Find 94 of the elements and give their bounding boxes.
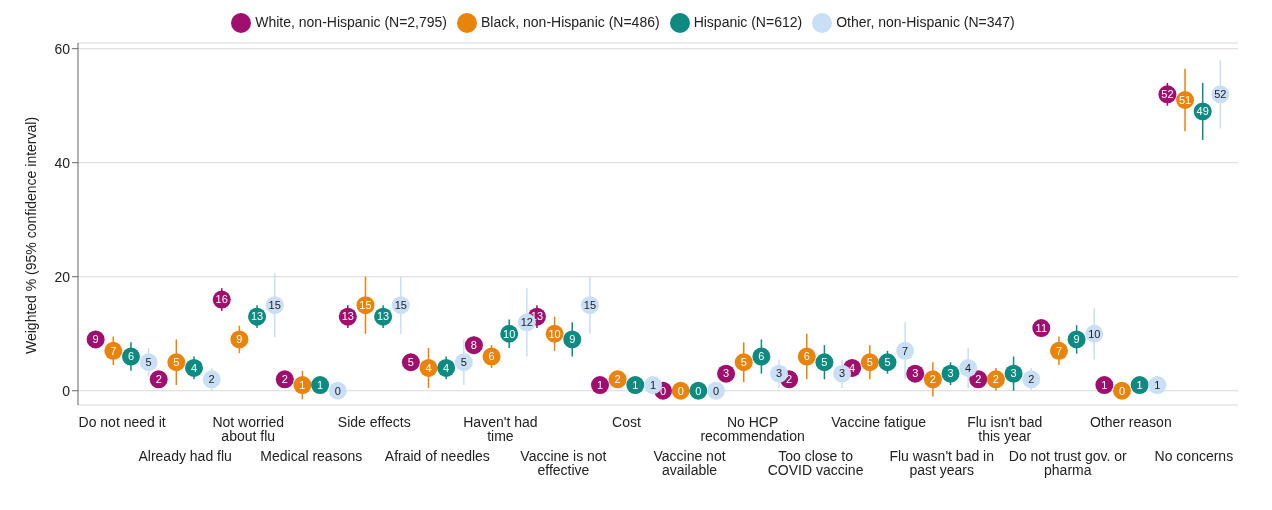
data-label: 4 [425,361,432,374]
x-tick-label: Too close to COVID vaccine [767,447,864,478]
data-label: 7 [1055,344,1063,357]
data-label: 5 [740,356,747,369]
x-tick-label: Vaccine fatigue [831,413,927,430]
data-label: 1 [1136,378,1143,391]
x-tick-label: Do not need it [78,413,166,430]
data-label: 9 [569,333,576,346]
data-label: 13 [341,310,354,323]
data-label: 10 [1088,327,1101,340]
data-label: 3 [1010,367,1017,380]
x-tick-label: Side effects [337,413,411,430]
data-label: 4 [190,361,198,374]
data-label: 15 [359,299,372,312]
legend-label: White, non-Hispanic (N=2,795) [255,13,448,30]
data-label: 0 [695,384,702,397]
data-label: 2 [281,373,288,386]
x-tick-label: No concerns [1154,447,1234,464]
data-label: 1 [317,378,324,391]
x-tick-label: Medical reasons [260,447,363,464]
data-label: 5 [821,356,828,369]
data-label: 5 [407,356,414,369]
data-label: 3 [912,367,919,380]
x-tick-label: Flu wasn't bad in past years [889,447,995,478]
data-label: 12 [520,316,533,329]
data-label: 3 [723,367,730,380]
data-label: 15 [394,299,407,312]
data-label: 9 [236,333,243,346]
data-label: 15 [583,299,597,312]
data-label: 3 [775,367,783,380]
data-label: 2 [929,373,936,386]
data-label: 5 [884,356,891,369]
x-tick-label: Cost [612,413,641,430]
data-label: 52 [1161,88,1174,101]
data-label: 5 [173,356,180,369]
data-label: 5 [145,356,152,369]
data-label: 10 [548,327,561,340]
data-label: 15 [268,299,281,312]
data-label: 2 [155,373,162,386]
data-label: 51 [1178,93,1192,106]
x-tick-label: Not worried about flu [212,413,285,444]
data-label: 1 [596,378,604,391]
data-label: 7 [902,344,909,357]
x-tick-label: No HCP recommendation [700,413,805,444]
data-label: 9 [1073,333,1080,346]
data-label: 13 [377,310,390,323]
data-label: 4 [443,361,450,374]
data-label: 5 [460,356,467,369]
data-label: 1 [632,378,639,391]
data-label: 4 [965,361,972,374]
data-label: 0 [334,384,341,397]
x-tick-label: Afraid of needles [384,447,490,464]
x-tick-label: Already had flu [138,447,232,464]
x-tick-label: Haven't had time [463,413,538,444]
data-label: 7 [110,344,117,357]
legend-label: Black, non-Hispanic (N=486) [481,13,660,30]
data-label: 2 [992,373,999,386]
x-tick-label: Do not trust gov. or pharma [1008,447,1128,478]
legend-label: Hispanic (N=612) [693,13,803,30]
data-label: 2 [786,373,793,386]
data-label: 6 [127,350,135,363]
y-axis-title: Weighted % (95% confidence interval) [22,116,39,354]
legend-label: Other, non-Hispanic (N=347) [836,13,1015,30]
data-label: 1 [1101,378,1108,391]
data-label: 10 [503,327,516,340]
y-tick-label: 40 [54,154,71,171]
data-label: 6 [488,350,495,363]
x-tick-label: Vaccine is not effective [520,447,607,478]
y-tick-label: 60 [54,40,71,57]
data-label: 13 [250,310,264,323]
data-label: 9 [92,333,99,346]
data-label: 3 [947,367,954,380]
y-tick-label: 0 [62,382,71,399]
data-label: 0 [677,384,684,397]
y-tick-label: 20 [54,268,71,285]
data-label: 0 [712,384,720,397]
data-label: 5 [866,356,873,369]
data-label: 49 [1196,105,1209,118]
data-label: 6 [803,350,810,363]
data-label: 1 [649,378,657,391]
data-label: 2 [208,373,215,386]
data-label: 0 [659,384,667,397]
data-label: 1 [299,378,306,391]
data-label: 2 [1028,373,1035,386]
x-tick-label: Vaccine not available [653,447,726,478]
x-tick-label: Flu isn't bad this year [967,413,1043,444]
data-label: 16 [215,293,228,306]
data-label: 2 [975,373,982,386]
x-tick-label: Other reason [1089,413,1172,430]
data-label: 3 [839,367,846,380]
data-label: 1 [1154,378,1161,391]
data-label: 6 [758,350,765,363]
data-label: 0 [1118,384,1126,397]
data-label: 52 [1214,88,1227,101]
